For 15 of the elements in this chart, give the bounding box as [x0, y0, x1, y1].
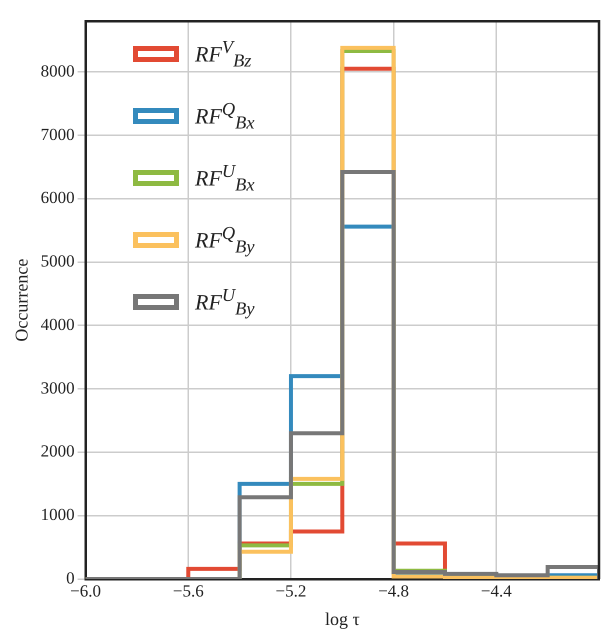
y-tick-label: 1000 — [40, 505, 75, 524]
y-tick-label: 6000 — [40, 188, 75, 208]
y-axis-title: Occurrence — [12, 258, 32, 342]
y-tick-label: 4000 — [40, 314, 75, 334]
x-tick-label: −5.2 — [276, 582, 306, 601]
x-axis-title: log τ — [324, 608, 360, 629]
y-tick-label: 5000 — [40, 252, 75, 271]
y-tick-label: 0 — [66, 568, 75, 588]
x-tick-label: −4.8 — [378, 582, 410, 601]
x-tick-label: −5.6 — [172, 582, 204, 601]
x-tick-label: −4.4 — [480, 582, 512, 601]
y-tick-label: 7000 — [40, 124, 75, 144]
y-tick-label: 2000 — [40, 442, 75, 461]
y-tick-label: 3000 — [40, 378, 75, 398]
y-tick-label: 8000 — [40, 61, 75, 80]
